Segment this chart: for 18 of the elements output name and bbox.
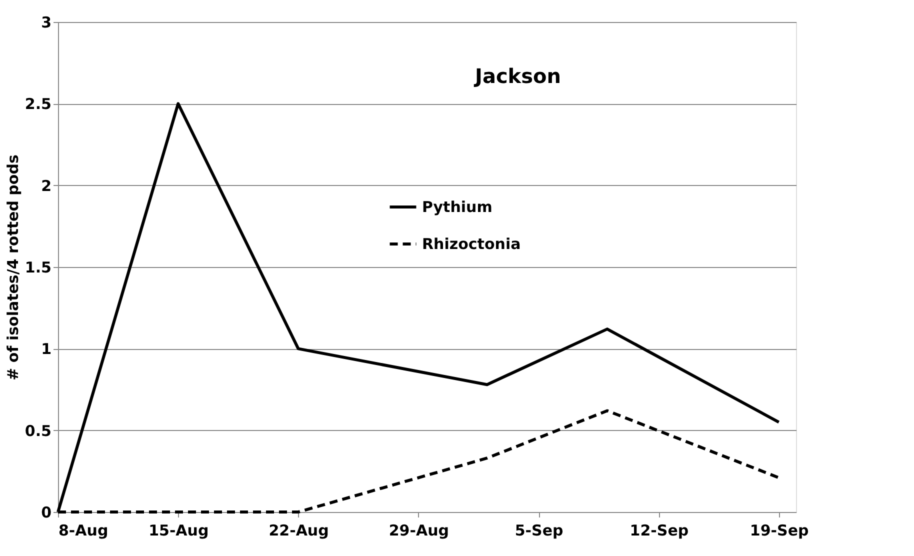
x-tick-label: 5-Sep — [514, 522, 564, 540]
y-tick-label: 0 — [41, 504, 52, 522]
x-tick-label: 22-Aug — [268, 522, 329, 540]
y-tick-label: 0.5 — [24, 422, 52, 440]
y-tick-label: 1.5 — [24, 258, 52, 276]
x-tick-label: 19-Sep — [750, 522, 809, 540]
x-tick-label: 15-Aug — [148, 522, 209, 540]
x-tick-label: 29-Aug — [388, 522, 449, 540]
y-tick-label: 3 — [41, 14, 52, 32]
y-tick-label: 2 — [41, 176, 52, 195]
x-tick-label: 8-Aug — [58, 522, 108, 540]
y-axis-title: # of isolates/4 rotted pods — [4, 154, 22, 380]
y-tick-label: 1 — [41, 340, 52, 358]
x-tick-label: 12-Sep — [630, 522, 689, 540]
legend-label: Pythium — [422, 198, 492, 216]
y-tick-label: 2.5 — [24, 95, 52, 114]
legend-label: Rhizoctonia — [422, 235, 521, 253]
text: Jackson — [473, 64, 561, 88]
